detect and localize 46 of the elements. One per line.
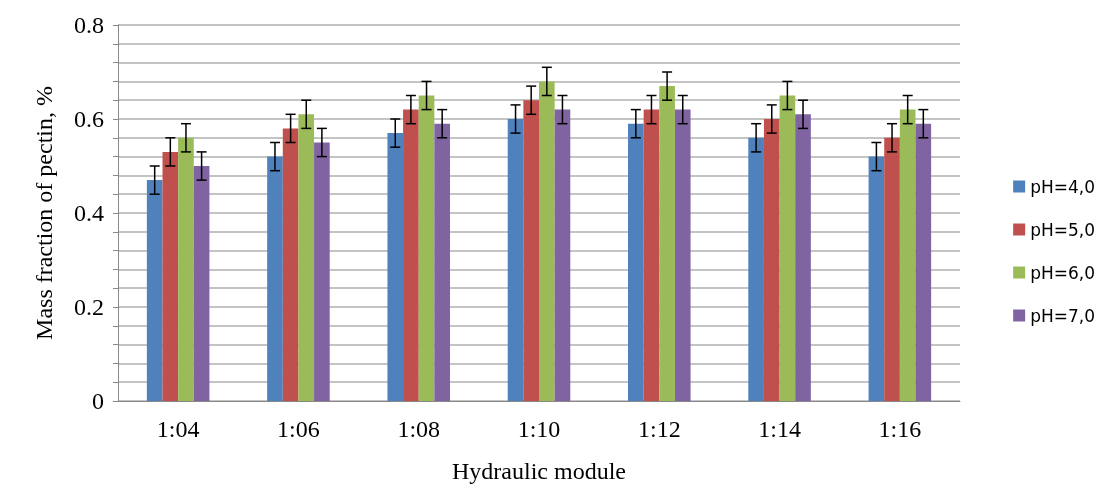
bar (267, 156, 283, 401)
bar (418, 95, 435, 401)
legend-label: pH=7,0 (1030, 305, 1096, 326)
legend-label: pH=6,0 (1030, 262, 1096, 283)
x-axis-title: Hydraulic module (452, 458, 626, 484)
bar (643, 109, 660, 401)
x-tick-label: 1:08 (397, 416, 441, 442)
y-tick-label: 0.2 (74, 294, 104, 320)
y-tick-label: 0.8 (74, 12, 104, 38)
x-tick-label: 1:14 (758, 416, 801, 442)
bar (146, 180, 163, 401)
bar (868, 156, 885, 401)
bar (403, 109, 419, 401)
bar (554, 109, 571, 401)
legend-label: pH=4,0 (1030, 176, 1096, 197)
bar (795, 114, 811, 401)
bar (523, 100, 539, 401)
bar (539, 81, 555, 401)
y-tick-label: 0.6 (74, 106, 104, 132)
x-tick-label: 1:10 (517, 416, 561, 442)
bar (899, 109, 916, 401)
bar (659, 86, 675, 401)
bar (387, 133, 404, 401)
bar (178, 137, 194, 401)
x-tick-label: 1:06 (277, 416, 320, 442)
y-tick-label: 0 (92, 388, 104, 414)
bar (915, 123, 932, 401)
x-tick-label: 1:12 (637, 416, 681, 442)
bar (298, 114, 315, 401)
bar (434, 123, 450, 401)
x-tick-label: 1:16 (878, 416, 922, 442)
bar (884, 137, 900, 401)
bar (162, 151, 179, 401)
bar (282, 128, 299, 401)
bar (763, 119, 780, 401)
bar (507, 119, 524, 401)
bar (314, 142, 330, 401)
bar (674, 109, 691, 401)
y-axis-title: Mass fraction of pectin, % (31, 86, 57, 340)
y-tick-label: 0.4 (74, 200, 104, 226)
bar (779, 95, 796, 401)
bar (628, 123, 644, 401)
legend-label: pH=5,0 (1030, 219, 1096, 240)
x-tick-label: 1:04 (156, 416, 200, 442)
bar (193, 166, 210, 401)
bar (748, 137, 764, 401)
